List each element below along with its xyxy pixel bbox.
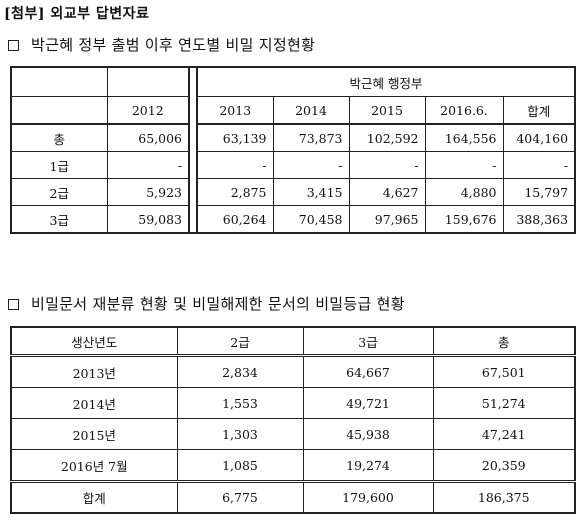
column-header: 합계 <box>502 96 576 125</box>
corner-cell <box>10 96 108 125</box>
section2-heading: 비밀문서 재분류 현황 및 비밀해제한 문서의 비밀등급 현황 <box>8 293 405 314</box>
table-row: 3급 59,083 60,264 70,458 97,965 159,676 3… <box>10 205 576 234</box>
column-header: 2012 <box>106 96 190 125</box>
table-cell: 3,415 <box>272 178 350 206</box>
row-label: 총 <box>10 123 108 152</box>
table-cell: 20,359 <box>432 449 576 482</box>
table-row: 2016년 7월 1,085 19,274 20,359 <box>10 449 576 482</box>
table-cell: 102,592 <box>348 123 426 152</box>
column-header: 2015 <box>348 96 426 125</box>
section1-heading: 박근혜 정부 출범 이후 연도별 비밀 지정현황 <box>8 34 315 55</box>
column-header: 2014 <box>272 96 350 125</box>
column-header: 2016.6. <box>424 96 504 125</box>
column-header: 2급 <box>176 326 304 357</box>
group-header: 박근혜 행정부 <box>196 66 576 97</box>
table-row: 2013년 2,834 64,667 67,501 <box>10 355 576 388</box>
table-cell: 97,965 <box>348 205 426 234</box>
declassification-table: 생산년도 2급 3급 총 2013년 2,834 64,667 67,501 2… <box>10 326 576 514</box>
table-cell: 5,923 <box>106 178 190 206</box>
column-header: 생산년도 <box>10 326 178 357</box>
table-cell: 63,139 <box>196 123 274 152</box>
table-cell: 4,627 <box>348 178 426 206</box>
table-cell: 59,083 <box>106 205 190 234</box>
table-row: 2015년 1,303 45,938 47,241 <box>10 418 576 450</box>
table-cell: 73,873 <box>272 123 350 152</box>
table-cell: 2,834 <box>176 355 304 388</box>
empty-cell <box>106 66 190 97</box>
table-cell: 186,375 <box>432 480 576 514</box>
row-label: 3급 <box>10 205 108 234</box>
section2-title: 비밀문서 재분류 현황 및 비밀해제한 문서의 비밀등급 현황 <box>31 295 405 313</box>
table-cell: 6,775 <box>176 480 304 514</box>
table-row: 총 65,006 63,139 73,873 102,592 164,556 4… <box>10 123 576 152</box>
table-cell: 159,676 <box>424 205 504 234</box>
attachment-tag: [첨부] <box>4 6 46 22</box>
table-row: 1급 - - - - - - <box>10 151 576 179</box>
table-cell: 65,006 <box>106 123 190 152</box>
row-label: 1급 <box>10 151 108 179</box>
table-cell: 51,274 <box>432 387 576 419</box>
column-header: 3급 <box>302 326 434 357</box>
table-cell: 64,667 <box>302 355 434 388</box>
table-cell: - <box>106 151 190 179</box>
square-bullet-icon <box>8 298 19 310</box>
column-header: 총 <box>432 326 576 357</box>
table-cell: 15,797 <box>502 178 576 206</box>
total-label: 합계 <box>10 480 178 514</box>
section1-title: 박근혜 정부 출범 이후 연도별 비밀 지정현황 <box>31 36 316 54</box>
table-divider <box>188 67 198 233</box>
table-cell: 404,160 <box>502 123 576 152</box>
table-cell: 19,274 <box>302 449 434 482</box>
table-cell: 1,085 <box>176 449 304 482</box>
table-cell: - <box>272 151 350 179</box>
secret-designation-table: 박근혜 행정부 2012 2013 2014 2015 2016.6. 합계 총… <box>10 66 577 234</box>
table-cell: 49,721 <box>302 387 434 419</box>
table-cell: - <box>348 151 426 179</box>
table-cell: 67,501 <box>432 355 576 388</box>
table-cell: 47,241 <box>432 418 576 450</box>
table-cell: - <box>502 151 576 179</box>
row-label: 2015년 <box>10 418 178 450</box>
table-cell: 1,553 <box>176 387 304 419</box>
row-label: 2016년 7월 <box>10 449 178 482</box>
table-cell: 2,875 <box>196 178 274 206</box>
row-label: 2013년 <box>10 355 178 388</box>
table-cell: - <box>424 151 504 179</box>
row-label: 2014년 <box>10 387 178 419</box>
square-bullet-icon <box>8 39 19 51</box>
column-header: 2013 <box>196 96 274 125</box>
table-row: 2014년 1,553 49,721 51,274 <box>10 387 576 419</box>
table-cell: 4,880 <box>424 178 504 206</box>
table-cell: 164,556 <box>424 123 504 152</box>
table-cell: - <box>196 151 274 179</box>
table-cell: 1,303 <box>176 418 304 450</box>
document-header: [첨부] 외교부 답변자료 <box>4 3 149 23</box>
table-cell: 60,264 <box>196 205 274 234</box>
total-row: 합계 6,775 179,600 186,375 <box>10 480 576 514</box>
document-title: 외교부 답변자료 <box>50 6 150 22</box>
row-label: 2급 <box>10 178 108 206</box>
table-cell: 70,458 <box>272 205 350 234</box>
table-cell: 179,600 <box>302 480 434 514</box>
table-cell: 45,938 <box>302 418 434 450</box>
corner-cell <box>10 66 108 97</box>
table-row: 2급 5,923 2,875 3,415 4,627 4,880 15,797 <box>10 178 576 206</box>
table-cell: 388,363 <box>502 205 576 234</box>
